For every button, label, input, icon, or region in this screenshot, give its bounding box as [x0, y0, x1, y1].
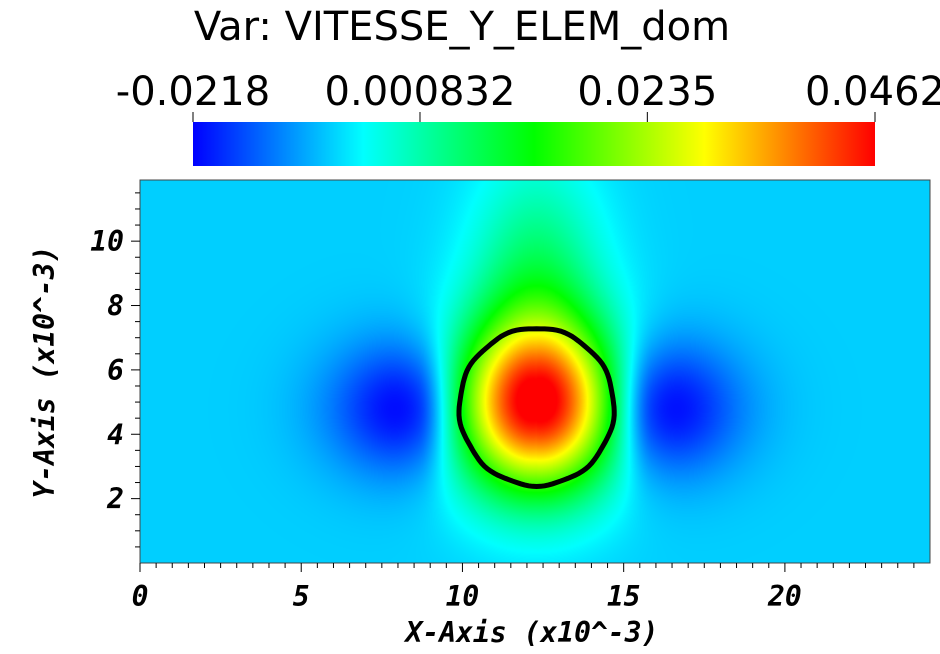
interface-contour: [456, 326, 617, 490]
y-tick-label: 4: [107, 418, 124, 451]
x-axis-title: X-Axis (x10^-3): [404, 616, 659, 649]
colorbar-labels: -0.0218 0.000832 0.0235 0.0462: [116, 69, 940, 115]
x-tick-label: 0: [132, 580, 149, 613]
colorbar-tick-label: 0.0462: [805, 69, 940, 115]
plot-area: [139, 179, 931, 564]
colorbar-tick-label: 0.0235: [577, 69, 717, 115]
colorbar: [193, 122, 875, 166]
x-axis: 0 5 10 15 20: [132, 563, 915, 613]
chart-title: Var: VITESSE_Y_ELEM_dom: [194, 4, 730, 50]
colorbar-tick-label: -0.0218: [116, 69, 270, 115]
y-tick-label: 10: [90, 225, 124, 258]
plot-border: [139, 179, 931, 564]
colorbar-tick-label: 0.000832: [325, 69, 516, 115]
y-tick-label: 8: [107, 290, 124, 323]
colorbar-ticks: [192, 112, 876, 122]
y-tick-label: 2: [106, 483, 124, 516]
x-tick-label: 10: [446, 580, 480, 613]
y-tick-label: 6: [107, 354, 124, 387]
x-tick-label: 5: [293, 580, 310, 613]
y-axis-title: Y-Axis (x10^-3): [28, 246, 61, 499]
y-axis: 2 4 6 8 10: [90, 192, 140, 548]
x-tick-label: 20: [767, 580, 802, 613]
x-tick-label: 15: [607, 580, 641, 613]
velocity-field: [140, 180, 930, 563]
